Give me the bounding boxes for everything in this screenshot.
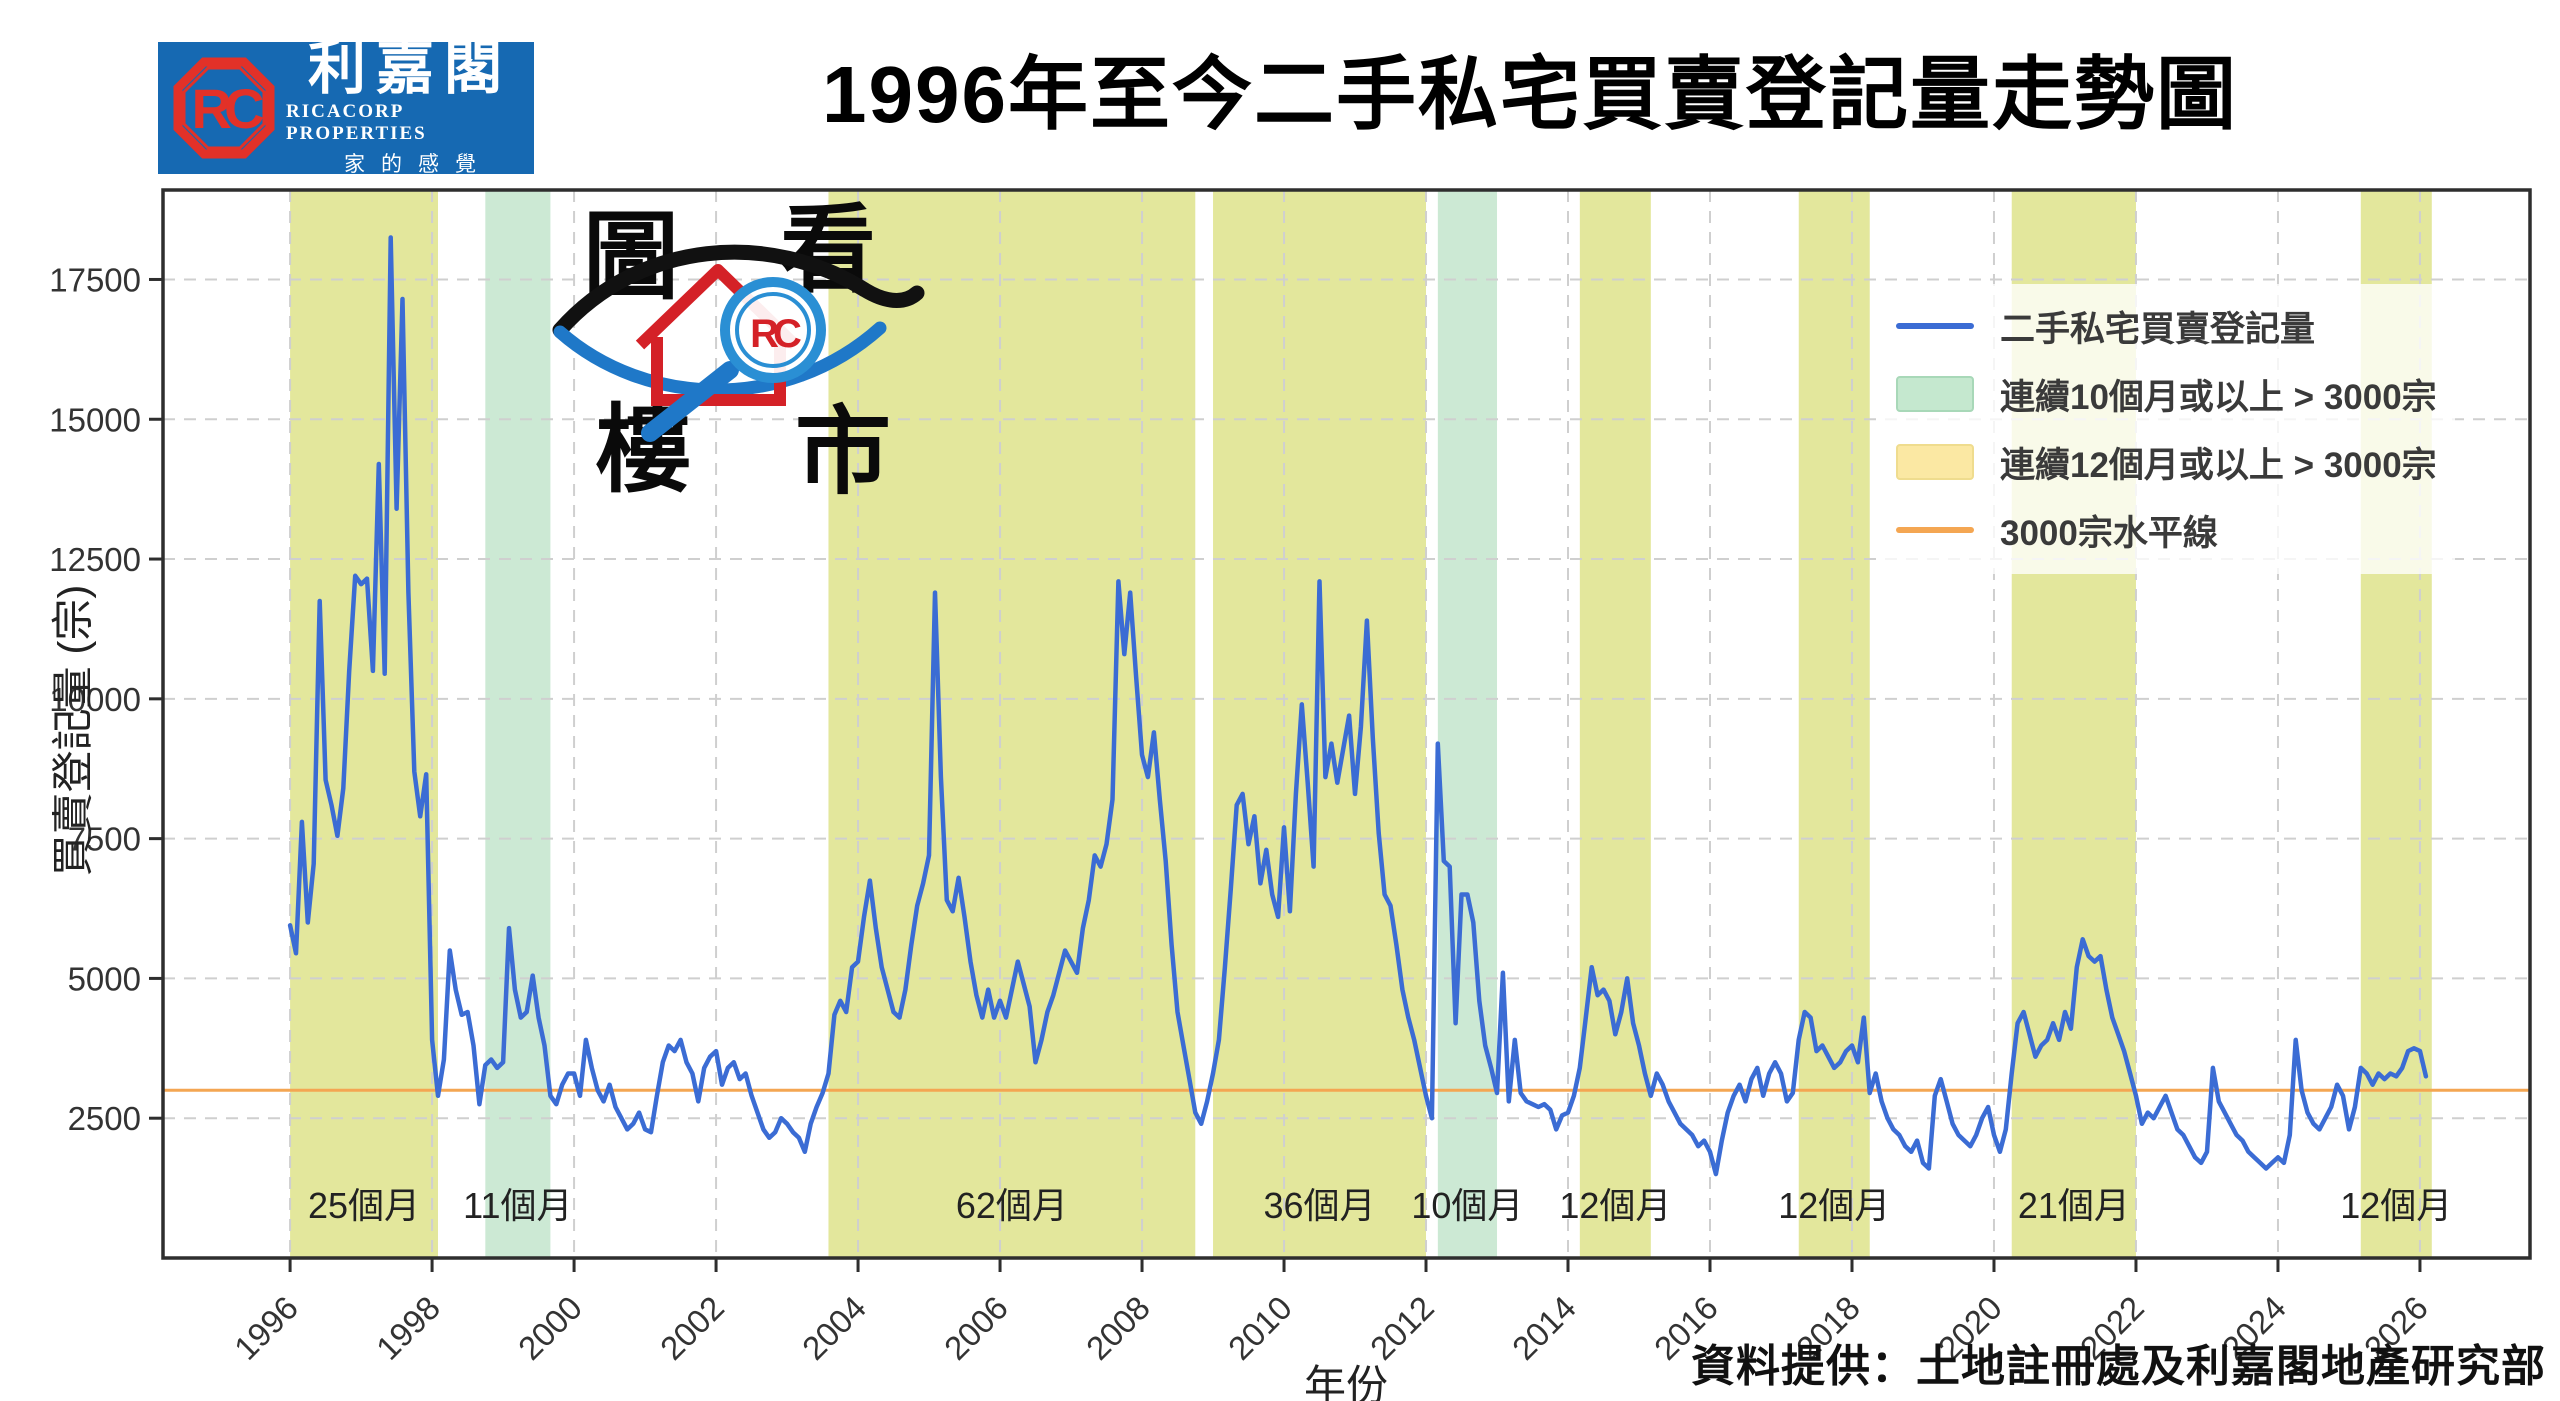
y-tick-label: 2500 [68, 1100, 141, 1137]
x-tick-label: 1998 [369, 1289, 447, 1367]
band-label: 21個月 [2018, 1185, 2130, 1226]
x-tick-label: 2008 [1079, 1289, 1157, 1367]
y-tick-label: 7500 [68, 821, 141, 858]
band-label: 36個月 [1263, 1185, 1375, 1226]
rc-emblem-icon: RC [173, 57, 275, 159]
y-tick-label: 12500 [49, 541, 141, 578]
band-yellow [1579, 190, 1651, 1258]
y-tick-label: 17500 [49, 261, 141, 298]
y-tick-label: 5000 [68, 960, 141, 997]
legend-swatch [1896, 376, 1974, 412]
y-tick-label: 15000 [49, 401, 141, 438]
x-tick-label: 2004 [795, 1289, 873, 1367]
chart-title: 1996年至今二手私宅買賣登記量走勢圖 [822, 50, 2238, 139]
eye-icon: RC [552, 244, 925, 442]
band-yellow [828, 190, 1196, 1258]
watermark: 圖 看 樓 市 RC [552, 197, 925, 506]
legend-swatch [1896, 323, 1974, 329]
legend-item: 連續12個月或以上 > 3000宗 [1896, 428, 2437, 496]
x-tick-label: 2010 [1221, 1289, 1299, 1367]
legend-item: 二手私宅買賣登記量 [1896, 292, 2437, 360]
company-logo: RC 利嘉閣 RICACORP PROPERTIES 家的感覺 [158, 35, 534, 176]
watermark-rc-text: RC [750, 312, 801, 356]
band-duration-labels: 25個月 11個月 62個月 36個月 10個月 12個月 12個月 21個月 12個月 [308, 1185, 2452, 1226]
data-source-credit: 資料提供：土地註冊處及利嘉閣地產研究部 [1691, 1342, 2546, 1391]
x-tick-label: 2014 [1505, 1289, 1583, 1367]
band-label: 12個月 [2340, 1185, 2452, 1226]
band-label: 11個月 [463, 1185, 572, 1226]
legend-swatch [1896, 527, 1974, 533]
legend-label: 3000宗水平線 [2000, 513, 2218, 553]
x-tick-label: 2006 [937, 1289, 1015, 1367]
band-label: 12個月 [1559, 1185, 1671, 1226]
band-label: 12個月 [1778, 1185, 1890, 1226]
x-tick-label: 2000 [511, 1289, 589, 1367]
legend-item: 3000宗水平線 [1896, 496, 2437, 564]
y-axis-title: 買賣登記量 (宗) [49, 584, 97, 877]
band-label: 25個月 [308, 1185, 420, 1226]
x-tick-label: 1996 [227, 1289, 305, 1367]
band-label: 10個月 [1411, 1185, 1523, 1226]
legend-label: 連續12個月或以上 > 3000宗 [2000, 445, 2437, 485]
legend: 二手私宅買賣登記量連續10個月或以上 > 3000宗 連續12個月或以上 > 30… [1882, 284, 2455, 574]
band-yellow [1213, 190, 1427, 1258]
watermark-char-4: 市 [795, 399, 891, 506]
legend-label: 連續10個月或以上 > 3000宗 [2000, 377, 2437, 417]
plot-border [161, 188, 2532, 1260]
gridlines [163, 190, 2530, 1258]
logo-company-name: 利嘉閣 [307, 35, 512, 101]
x-tick-label: 2002 [653, 1289, 731, 1367]
axes [149, 188, 2532, 1272]
series-line [287, 235, 2429, 1177]
x-axis-title: 年份 [1303, 1362, 1389, 1401]
band-green [485, 190, 551, 1258]
band-label: 62個月 [956, 1185, 1068, 1226]
logo-tagline: 家的感覺 [344, 152, 492, 176]
band-yellow [1798, 190, 1870, 1258]
highlight-bands [290, 190, 2432, 1258]
registrations-line [287, 235, 2429, 1177]
logo-company-name-en: RICACORP PROPERTIES [286, 100, 427, 144]
magnifier-icon: RC [641, 277, 826, 442]
band-green [1437, 190, 1498, 1258]
y-tick-label: 10000 [49, 681, 141, 718]
legend-item: 連續10個月或以上 > 3000宗 [1896, 360, 2437, 428]
legend-swatch [1896, 444, 1974, 480]
legend-label: 二手私宅買賣登記量 [2000, 309, 2316, 349]
band-yellow [290, 190, 438, 1258]
